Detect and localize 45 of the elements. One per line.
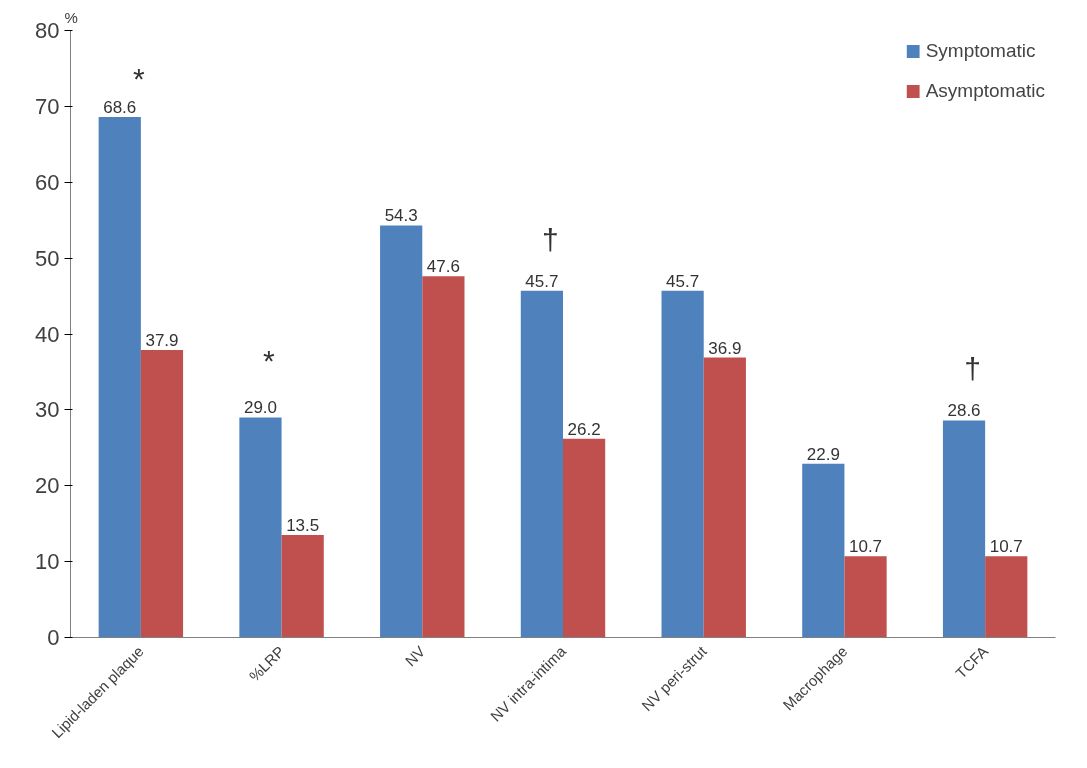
bar	[98, 117, 141, 638]
bar	[281, 535, 324, 638]
data-label: 37.9	[145, 330, 179, 350]
data-label: 22.9	[806, 444, 840, 464]
y-tick-label: 0	[47, 625, 60, 650]
bar	[985, 556, 1028, 638]
data-label: 45.7	[525, 271, 559, 291]
y-tick-label: 50	[35, 245, 60, 271]
bar	[844, 556, 887, 638]
y-tick-label: 10	[35, 549, 60, 575]
legend-label: Asymptomatic	[925, 80, 1045, 102]
data-label: 29.0	[243, 398, 278, 418]
annotation: *	[263, 344, 276, 378]
data-label: 26.2	[567, 419, 601, 439]
y-tick-label: 70	[35, 93, 60, 119]
data-label: 10.7	[989, 537, 1023, 557]
data-label: 54.3	[384, 206, 418, 226]
legend-label: Symptomatic	[925, 40, 1036, 62]
y-tick-label: 60	[35, 169, 60, 195]
bar	[703, 357, 746, 638]
data-label: 68.6	[103, 98, 137, 117]
annotation: †	[964, 352, 981, 386]
bar	[661, 290, 704, 638]
bar	[942, 420, 986, 638]
bar	[563, 438, 606, 638]
bar	[802, 463, 845, 638]
bar	[520, 290, 563, 638]
x-tick-label: NV	[401, 642, 429, 670]
bar	[239, 417, 282, 638]
y-tick-label: 30	[35, 397, 60, 423]
y-axis-title: %	[64, 8, 78, 26]
data-label: 10.7	[848, 537, 883, 557]
annotation: *	[132, 62, 145, 95]
y-tick-label: 40	[35, 321, 60, 347]
annotation: †	[541, 222, 559, 256]
data-label: 36.9	[708, 338, 742, 358]
y-tick-label: 20	[35, 473, 60, 499]
data-label: 47.6	[426, 257, 460, 277]
bar	[422, 276, 465, 638]
bar	[140, 349, 184, 638]
bar	[380, 225, 423, 638]
data-label: 28.6	[947, 401, 981, 421]
data-label: 45.7	[666, 271, 700, 291]
y-tick-label: 80	[35, 18, 60, 43]
data-label: 13.5	[286, 516, 320, 536]
